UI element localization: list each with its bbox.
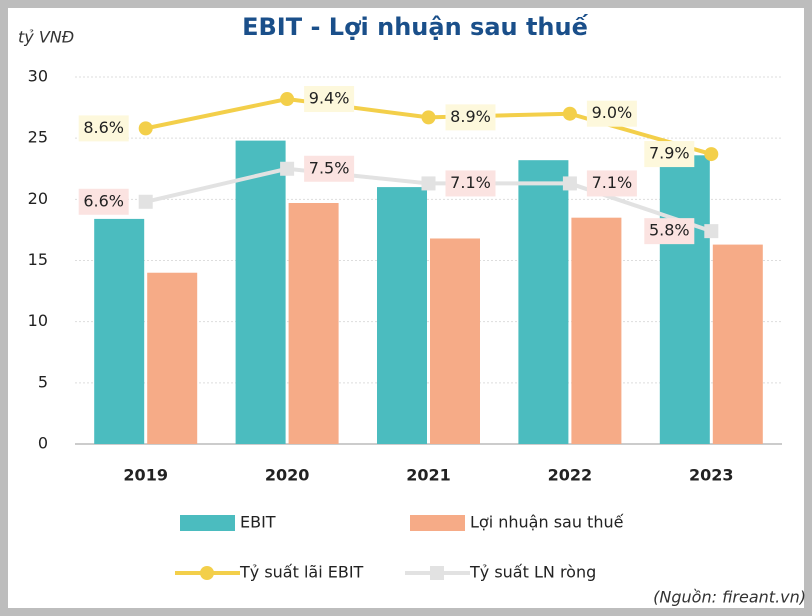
legend-label: EBIT — [240, 513, 276, 532]
x-tick-label: 2019 — [123, 466, 168, 485]
bar — [235, 140, 286, 444]
x-tick-label: 2021 — [406, 466, 451, 485]
value-label: 9.0% — [592, 103, 633, 122]
y-tick-label: 5 — [38, 372, 48, 391]
value-label: 7.9% — [649, 144, 690, 163]
line-marker — [138, 121, 153, 136]
bar — [288, 203, 339, 444]
y-tick-label: 10 — [28, 311, 48, 330]
line-marker — [421, 176, 436, 191]
bar — [377, 187, 427, 444]
value-label-bg — [644, 141, 695, 168]
value-label-bg — [644, 218, 695, 245]
x-tick-label: 2023 — [689, 466, 734, 485]
value-label-bg — [78, 115, 129, 142]
bar — [518, 160, 569, 445]
value-label: 7.5% — [309, 158, 350, 177]
line-marker — [562, 106, 577, 121]
x-tick-label: 2020 — [265, 466, 310, 485]
value-label: 9.4% — [309, 89, 350, 108]
line-marker — [421, 110, 436, 125]
value-label-bg — [445, 170, 496, 197]
value-label-bg — [304, 155, 355, 182]
legend-label: Lợi nhuận sau thuế — [470, 513, 624, 532]
value-label-bg — [586, 170, 637, 197]
value-label: 5.8% — [649, 221, 690, 240]
value-label: 8.9% — [450, 107, 491, 126]
y-tick-label: 20 — [28, 189, 48, 208]
legend-label: Tỷ suất lãi EBIT — [239, 563, 364, 582]
line-marker — [280, 161, 295, 176]
bar — [659, 155, 710, 444]
value-label: 7.1% — [450, 173, 491, 192]
y-tick-label: 0 — [38, 434, 48, 453]
bar — [147, 272, 198, 444]
line-marker — [562, 176, 577, 191]
legend-swatch — [410, 515, 465, 531]
value-label: 6.6% — [83, 191, 124, 210]
value-label-bg — [78, 188, 129, 215]
line-marker — [280, 92, 295, 107]
legend-swatch — [180, 515, 235, 531]
y-tick-label: 30 — [28, 67, 48, 86]
value-label: 7.1% — [592, 173, 633, 192]
line-marker — [704, 224, 719, 239]
value-label-bg — [304, 86, 355, 113]
legend-label: Tỷ suất LN ròng — [469, 563, 596, 582]
bar — [94, 218, 145, 444]
bar — [571, 217, 622, 444]
y-axis-unit: tỷ VNĐ — [18, 28, 74, 47]
chart-title: EBIT - Lợi nhuận sau thuế — [242, 13, 588, 41]
value-label: 8.6% — [83, 118, 124, 137]
value-label-bg — [445, 104, 496, 131]
x-tick-label: 2022 — [548, 466, 593, 485]
line-marker — [138, 194, 153, 209]
legend-marker — [200, 566, 214, 580]
y-tick-label: 25 — [28, 128, 48, 147]
value-label-bg — [586, 100, 637, 127]
source: (Nguồn: fireant.vn) — [653, 588, 806, 607]
y-tick-label: 15 — [28, 250, 48, 269]
line-marker — [704, 147, 719, 162]
legend-marker — [430, 566, 444, 580]
bar — [712, 244, 763, 444]
bar — [430, 238, 480, 444]
